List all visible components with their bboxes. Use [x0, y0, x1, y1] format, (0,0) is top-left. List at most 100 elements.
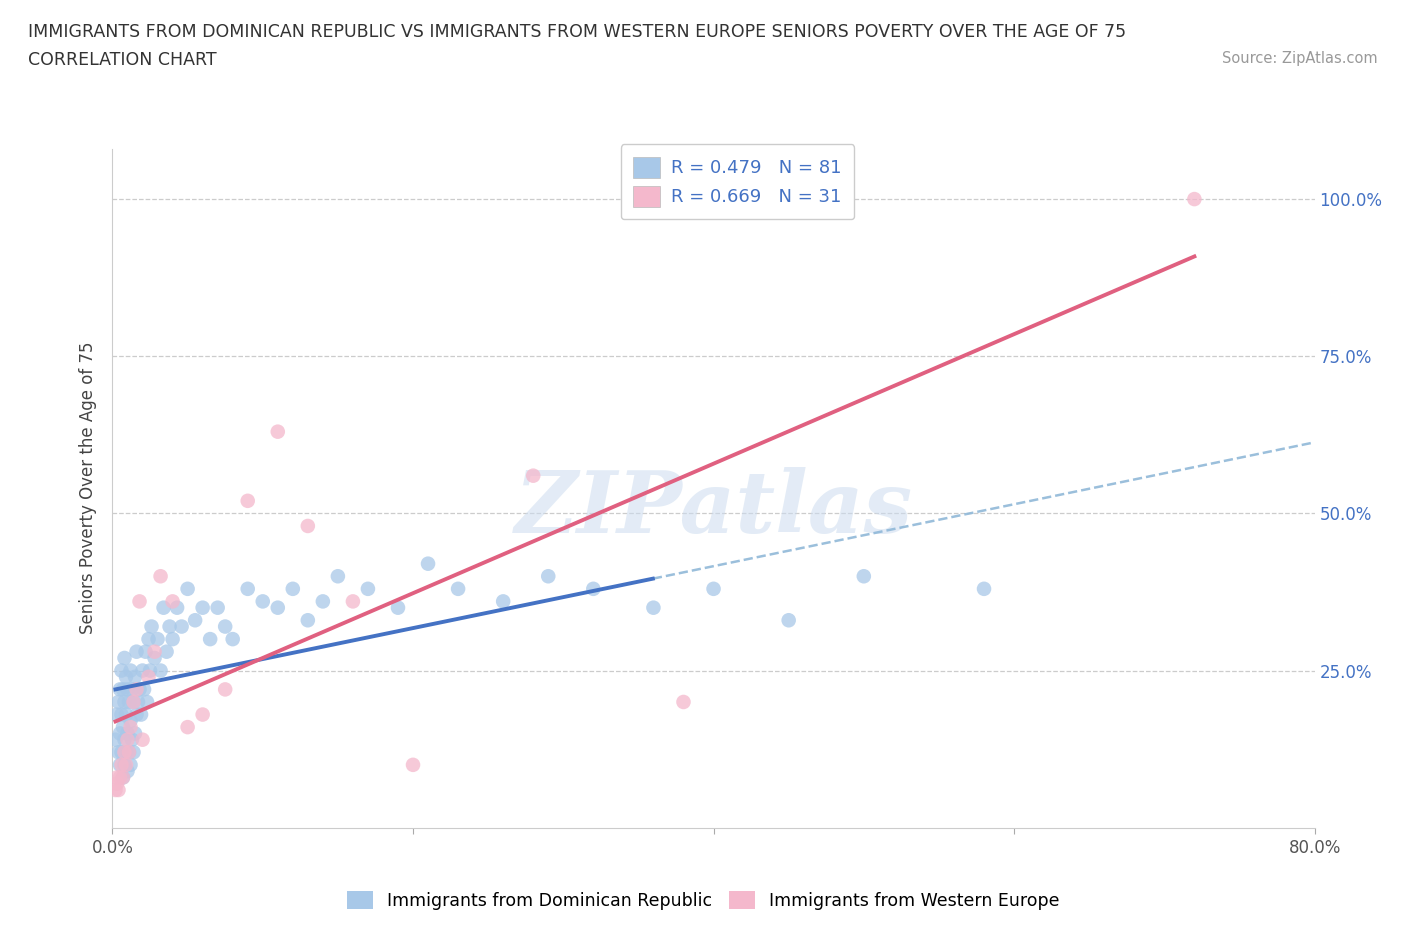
- Point: [191, 600, 214, 615]
- Point: [1184, 192, 1206, 206]
- Point: [115, 745, 138, 760]
- Point: [114, 732, 136, 747]
- Point: [207, 600, 229, 615]
- Point: [184, 613, 207, 628]
- Point: [136, 695, 159, 710]
- Point: [267, 600, 290, 615]
- Point: [110, 757, 132, 772]
- Text: Source: ZipAtlas.com: Source: ZipAtlas.com: [1222, 51, 1378, 66]
- Point: [582, 581, 605, 596]
- Point: [108, 682, 131, 697]
- Point: [124, 670, 146, 684]
- Point: [387, 600, 409, 615]
- Point: [118, 695, 141, 710]
- Point: [176, 581, 198, 596]
- Point: [107, 745, 129, 760]
- Point: [162, 631, 184, 646]
- Point: [114, 695, 136, 710]
- Point: [852, 569, 875, 584]
- Point: [125, 707, 148, 722]
- Point: [122, 695, 145, 710]
- Point: [104, 782, 127, 797]
- Point: [357, 581, 380, 596]
- Point: [267, 424, 290, 439]
- Point: [120, 663, 142, 678]
- Point: [416, 556, 439, 571]
- Point: [236, 494, 259, 509]
- Point: [139, 663, 162, 678]
- Point: [117, 732, 139, 747]
- Point: [115, 670, 138, 684]
- Point: [176, 720, 198, 735]
- Point: [105, 770, 128, 785]
- Point: [131, 732, 153, 747]
- Point: [312, 594, 335, 609]
- Point: [170, 619, 193, 634]
- Point: [120, 713, 142, 728]
- Point: [120, 757, 142, 772]
- Point: [108, 726, 131, 741]
- Point: [111, 682, 134, 697]
- Point: [108, 770, 131, 785]
- Point: [342, 594, 364, 609]
- Point: [702, 581, 725, 596]
- Point: [149, 663, 172, 678]
- Point: [114, 757, 136, 772]
- Point: [643, 600, 665, 615]
- Point: [111, 720, 134, 735]
- Point: [111, 770, 134, 785]
- Point: [122, 695, 145, 710]
- Point: [973, 581, 995, 596]
- Legend: R = 0.479   N = 81, R = 0.669   N = 31: R = 0.479 N = 81, R = 0.669 N = 31: [620, 144, 855, 219]
- Point: [297, 519, 319, 534]
- Point: [105, 707, 128, 722]
- Point: [143, 644, 166, 659]
- Point: [121, 732, 143, 747]
- Point: [191, 707, 214, 722]
- Point: [117, 726, 139, 741]
- Point: [326, 569, 349, 584]
- Point: [128, 594, 150, 609]
- Point: [124, 726, 146, 741]
- Text: CORRELATION CHART: CORRELATION CHART: [28, 51, 217, 69]
- Point: [222, 631, 245, 646]
- Point: [138, 670, 160, 684]
- Point: [447, 581, 470, 596]
- Point: [297, 613, 319, 628]
- Point: [143, 651, 166, 666]
- Point: [114, 651, 136, 666]
- Point: [107, 782, 129, 797]
- Point: [402, 757, 425, 772]
- Point: [281, 581, 304, 596]
- Point: [108, 757, 131, 772]
- Point: [214, 682, 236, 697]
- Point: [114, 745, 136, 760]
- Point: [131, 663, 153, 678]
- Point: [214, 619, 236, 634]
- Point: [132, 682, 155, 697]
- Point: [128, 682, 150, 697]
- Point: [117, 682, 139, 697]
- Point: [135, 644, 157, 659]
- Point: [125, 682, 148, 697]
- Point: [105, 777, 128, 791]
- Point: [115, 757, 138, 772]
- Point: [252, 594, 274, 609]
- Point: [149, 569, 172, 584]
- Point: [117, 764, 139, 778]
- Point: [104, 732, 127, 747]
- Point: [110, 663, 132, 678]
- Point: [120, 720, 142, 735]
- Point: [110, 745, 132, 760]
- Point: [122, 745, 145, 760]
- Point: [110, 707, 132, 722]
- Point: [166, 600, 188, 615]
- Point: [129, 707, 152, 722]
- Point: [162, 594, 184, 609]
- Text: IMMIGRANTS FROM DOMINICAN REPUBLIC VS IMMIGRANTS FROM WESTERN EUROPE SENIORS POV: IMMIGRANTS FROM DOMINICAN REPUBLIC VS IM…: [28, 23, 1126, 41]
- Point: [121, 682, 143, 697]
- Point: [672, 695, 695, 710]
- Point: [537, 569, 560, 584]
- Point: [492, 594, 515, 609]
- Text: ZIPatlas: ZIPatlas: [515, 467, 912, 551]
